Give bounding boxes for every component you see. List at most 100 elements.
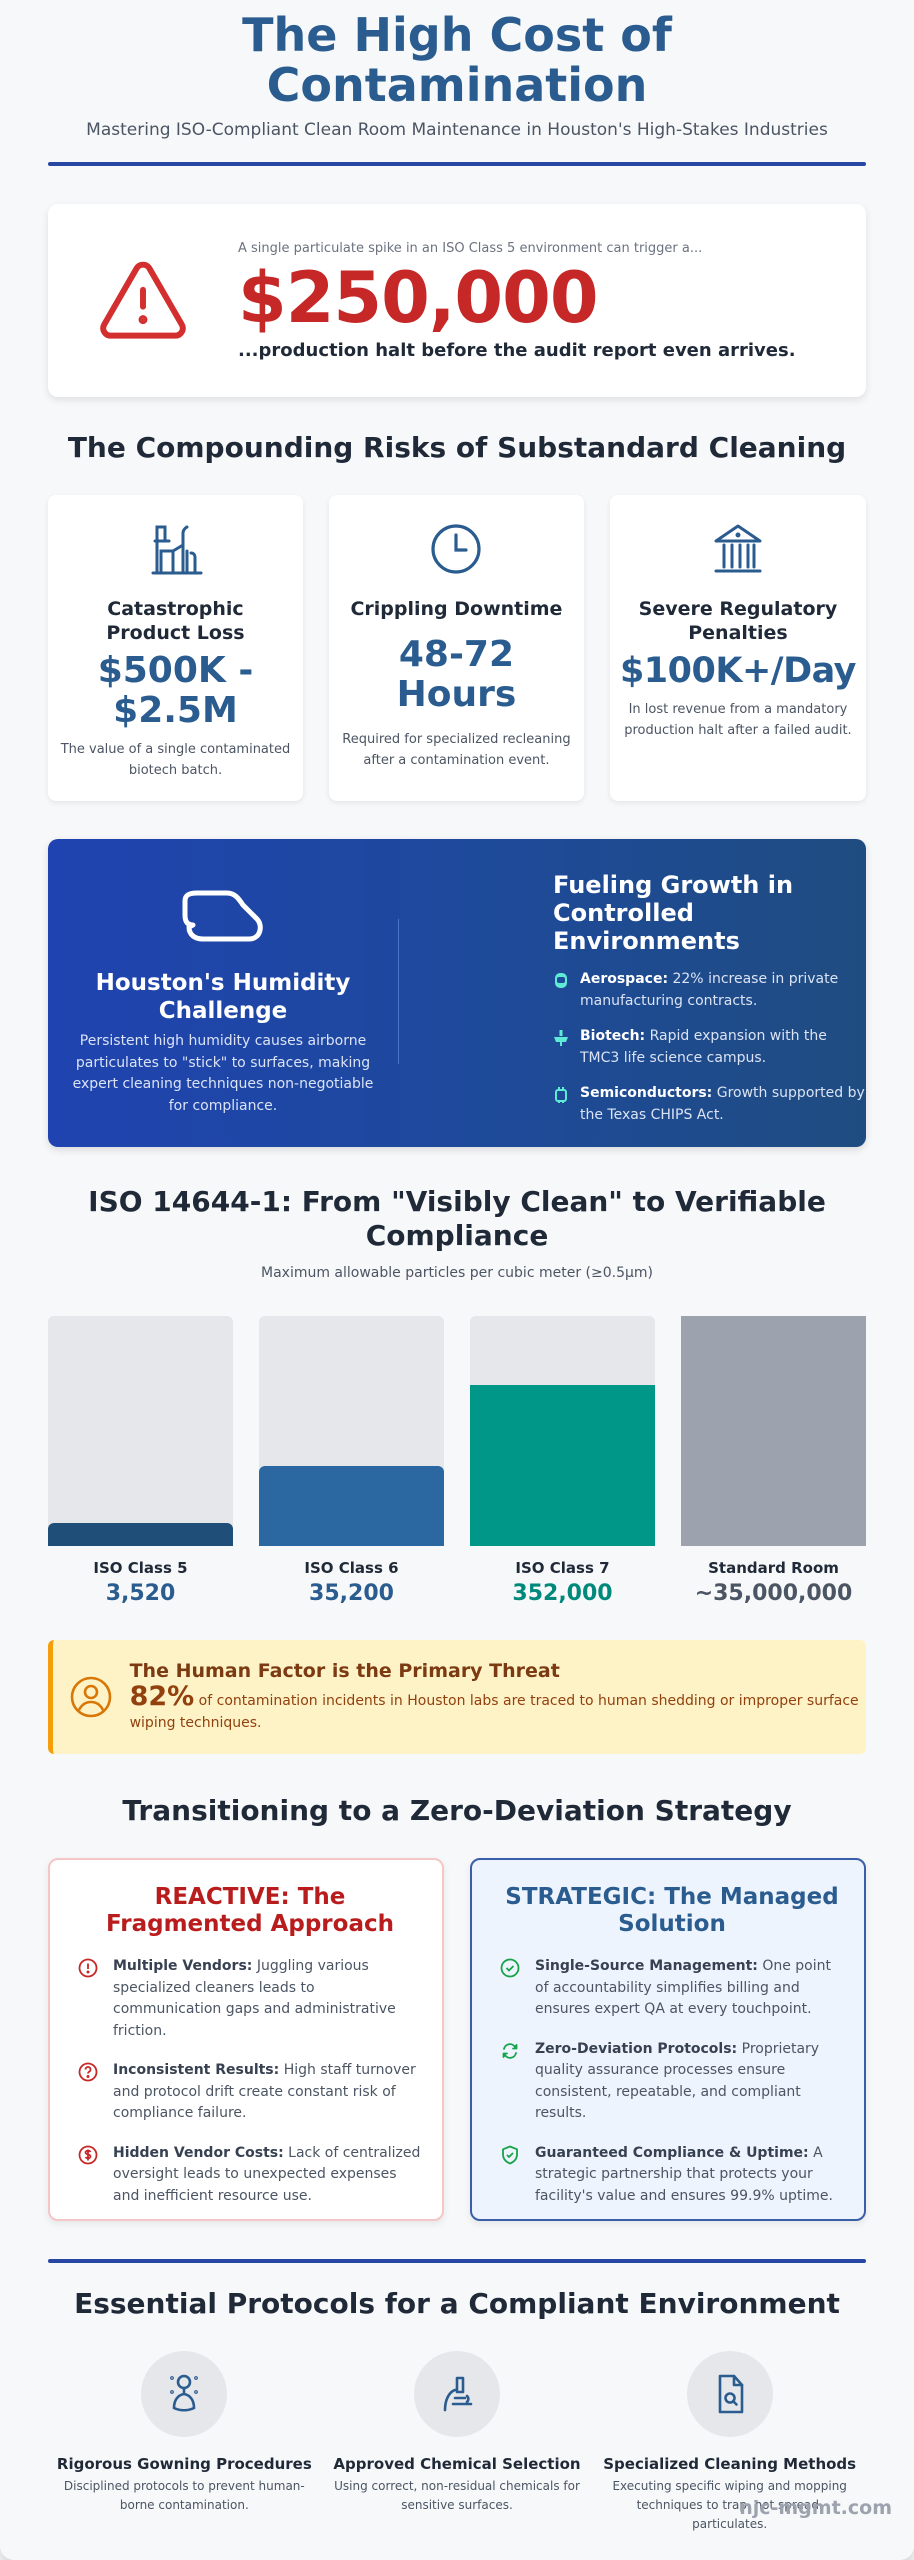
humidity-challenge: Houston's Humidity Challenge Persistent … (48, 839, 398, 1147)
growth-item-aerospace: Aerospace: 22% increase in private manuf… (553, 969, 866, 1012)
protocol-desc: Executing specific wiping and mopping te… (612, 2479, 847, 2531)
strategy-heading: Transitioning to a Zero-Deviation Strate… (122, 1794, 792, 1827)
risk-cards: Catastrophic Product Loss $500K - $2.5M Th… (48, 495, 866, 801)
bar-label: ISO Class 6 (304, 1559, 399, 1577)
managed-title: STRATEGIC: The Managed Solution (505, 1884, 839, 1937)
risk-card-downtime: Crippling Downtime 48-72 Hours Required f… (328, 495, 584, 801)
alert-amount: $250,000 (238, 256, 599, 339)
managed-item: Single-Source Management: One point of a… (500, 1956, 844, 2021)
protocol-cleaning: Specialized Cleaning Methods Executing s… (593, 2351, 866, 2534)
syringe-icon (553, 1026, 580, 1069)
bar-label: Standard Room (708, 1559, 839, 1577)
title-line-1: The High Cost of (242, 8, 672, 62)
astronaut-icon (553, 969, 580, 1012)
bar-fill (681, 1316, 866, 1546)
refresh-icon (500, 2039, 535, 2125)
dollar-circle-icon (78, 2143, 113, 2208)
protocols-list: Rigorous Gowning Procedures Disciplined … (48, 2351, 866, 2534)
risks-heading: The Compounding Risks of Substandard Cle… (67, 431, 847, 464)
reactive-card: REACTIVE: The Fragmented Approach Multip… (48, 1858, 444, 2221)
protocol-gowning: Rigorous Gowning Procedures Disciplined … (48, 2351, 321, 2534)
managed-item: Zero-Deviation Protocols: Proprietary qu… (500, 2039, 844, 2125)
gowning-person-icon (141, 2351, 228, 2437)
bar-standard-room: Standard Room ~35,000,000 (681, 1316, 866, 1606)
risk-title: Crippling Downtime (350, 598, 563, 620)
risk-value: 48-72 Hours (396, 634, 517, 715)
chip-icon (553, 1083, 580, 1126)
reactive-title: REACTIVE: The Fragmented Approach (106, 1884, 394, 1937)
clock-icon (428, 524, 484, 579)
bar-label: ISO Class 5 (93, 1559, 188, 1577)
protocol-title: Rigorous Gowning Procedures (56, 2455, 312, 2473)
section-divider (48, 2259, 866, 2263)
bar-iso-class-5: ISO Class 5 3,520 (48, 1316, 233, 1606)
managed-card: STRATEGIC: The Managed Solution Single-S… (470, 1858, 866, 2221)
bar-label: ISO Class 7 (515, 1559, 610, 1577)
page-title: The High Cost of Contamination (48, 10, 866, 110)
protocol-chemical: Approved Chemical Selection Using correc… (321, 2351, 594, 2534)
protocol-title: Approved Chemical Selection (333, 2455, 581, 2473)
risk-title: Catastrophic Product Loss (106, 598, 245, 644)
growth-item-semiconductors: Semiconductors: Growth supported by the … (553, 1083, 866, 1126)
bank-icon (710, 524, 766, 579)
bar-value: ~35,000,000 (694, 1581, 853, 1606)
risk-desc: Required for specialized recleaning afte… (342, 732, 571, 768)
protocol-title: Specialized Cleaning Methods (603, 2455, 857, 2473)
reactive-item: Hidden Vendor Costs: Lack of centralized… (78, 2143, 422, 2208)
bar-iso-class-6: ISO Class 6 35,200 (259, 1316, 444, 1606)
protocols-heading: Essential Protocols for a Compliant Envi… (74, 2287, 840, 2320)
page-subtitle: Mastering ISO-Compliant Clean Room Maint… (86, 120, 828, 140)
iso-subtitle: Maximum allowable particles per cubic me… (261, 1265, 653, 1281)
iso-heading: ISO 14644-1: From "Visibly Clean" to Ver… (88, 1185, 826, 1252)
alert-posttext: ...production halt before the audit repo… (238, 339, 796, 361)
growth-list: Fueling Growth in Controlled Environment… (399, 839, 866, 1147)
risk-value: $100K+/Day (619, 651, 857, 691)
check-circle-icon (500, 1956, 535, 2021)
warning-triangle-icon (48, 260, 238, 342)
growth-item-biotech: Biotech: Rapid expansion with the TMC3 l… (553, 1026, 866, 1069)
factory-icon (147, 525, 203, 579)
document-search-icon (686, 2351, 773, 2437)
question-circle-icon (78, 2060, 113, 2125)
risk-value: $500K - $2.5M (97, 650, 254, 731)
humidity-title: Houston's Humidity Challenge (95, 970, 351, 1024)
protocol-desc: Disciplined protocols to prevent human-b… (63, 2479, 305, 2512)
growth-title: Fueling Growth in Controlled Environment… (553, 871, 794, 955)
header-divider (48, 162, 866, 166)
human-factor-title: The Human Factor is the Primary Threat (129, 1660, 560, 1682)
title-line-2: Contamination (266, 58, 648, 112)
reactive-item: Multiple Vendors: Juggling various speci… (78, 1956, 422, 2042)
bar-iso-class-7: ISO Class 7 352,000 (470, 1316, 655, 1606)
bar-value: 352,000 (512, 1581, 613, 1606)
risk-title: Severe Regulatory Penalties (638, 598, 838, 644)
alert-circle-icon (78, 1956, 113, 2042)
protocol-desc: Using correct, non-residual chemicals fo… (334, 2479, 580, 2512)
hero: The High Cost of Contamination Mastering… (48, 0, 866, 166)
risk-desc: In lost revenue from a mandatory product… (624, 702, 852, 738)
risk-card-penalties: Severe Regulatory Penalties $100K+/Day In… (609, 495, 866, 801)
bar-fill (48, 1523, 233, 1546)
reactive-item: Inconsistent Results: High staff turnove… (78, 2060, 422, 2125)
human-factor-callout: The Human Factor is the Primary Threat 8… (48, 1640, 866, 1754)
bar-value: 3,520 (105, 1581, 176, 1606)
cloud-icon (181, 890, 265, 949)
shield-check-icon (500, 2143, 535, 2208)
user-circle-icon (53, 1676, 130, 1718)
alert-pretext: A single particulate spike in an ISO Cla… (238, 240, 703, 256)
panel-divider (398, 919, 399, 1064)
bar-fill (470, 1385, 655, 1546)
human-factor-text: 82% of contamination incidents in Housto… (129, 1681, 859, 1731)
cost-alert-card: A single particulate spike in an ISO Cla… (48, 204, 866, 397)
particle-bar-chart: ISO Class 5 3,520 ISO Class 6 35,200 ISO… (48, 1316, 866, 1606)
houston-panel: Houston's Humidity Challenge Persistent … (48, 839, 866, 1147)
risk-card-product-loss: Catastrophic Product Loss $500K - $2.5M Th… (48, 495, 303, 801)
bar-fill (259, 1465, 444, 1546)
microscope-icon (414, 2351, 500, 2437)
bar-value: 35,200 (309, 1581, 394, 1606)
strategy-comparison: REACTIVE: The Fragmented Approach Multip… (48, 1858, 866, 2221)
footer-url: njc-mgmt.com (739, 2497, 892, 2519)
managed-item: Guaranteed Compliance & Uptime: A strate… (500, 2143, 844, 2208)
humidity-desc: Persistent high humidity causes airborne… (72, 1033, 374, 1114)
risk-desc: The value of a single contaminated biote… (60, 742, 291, 778)
